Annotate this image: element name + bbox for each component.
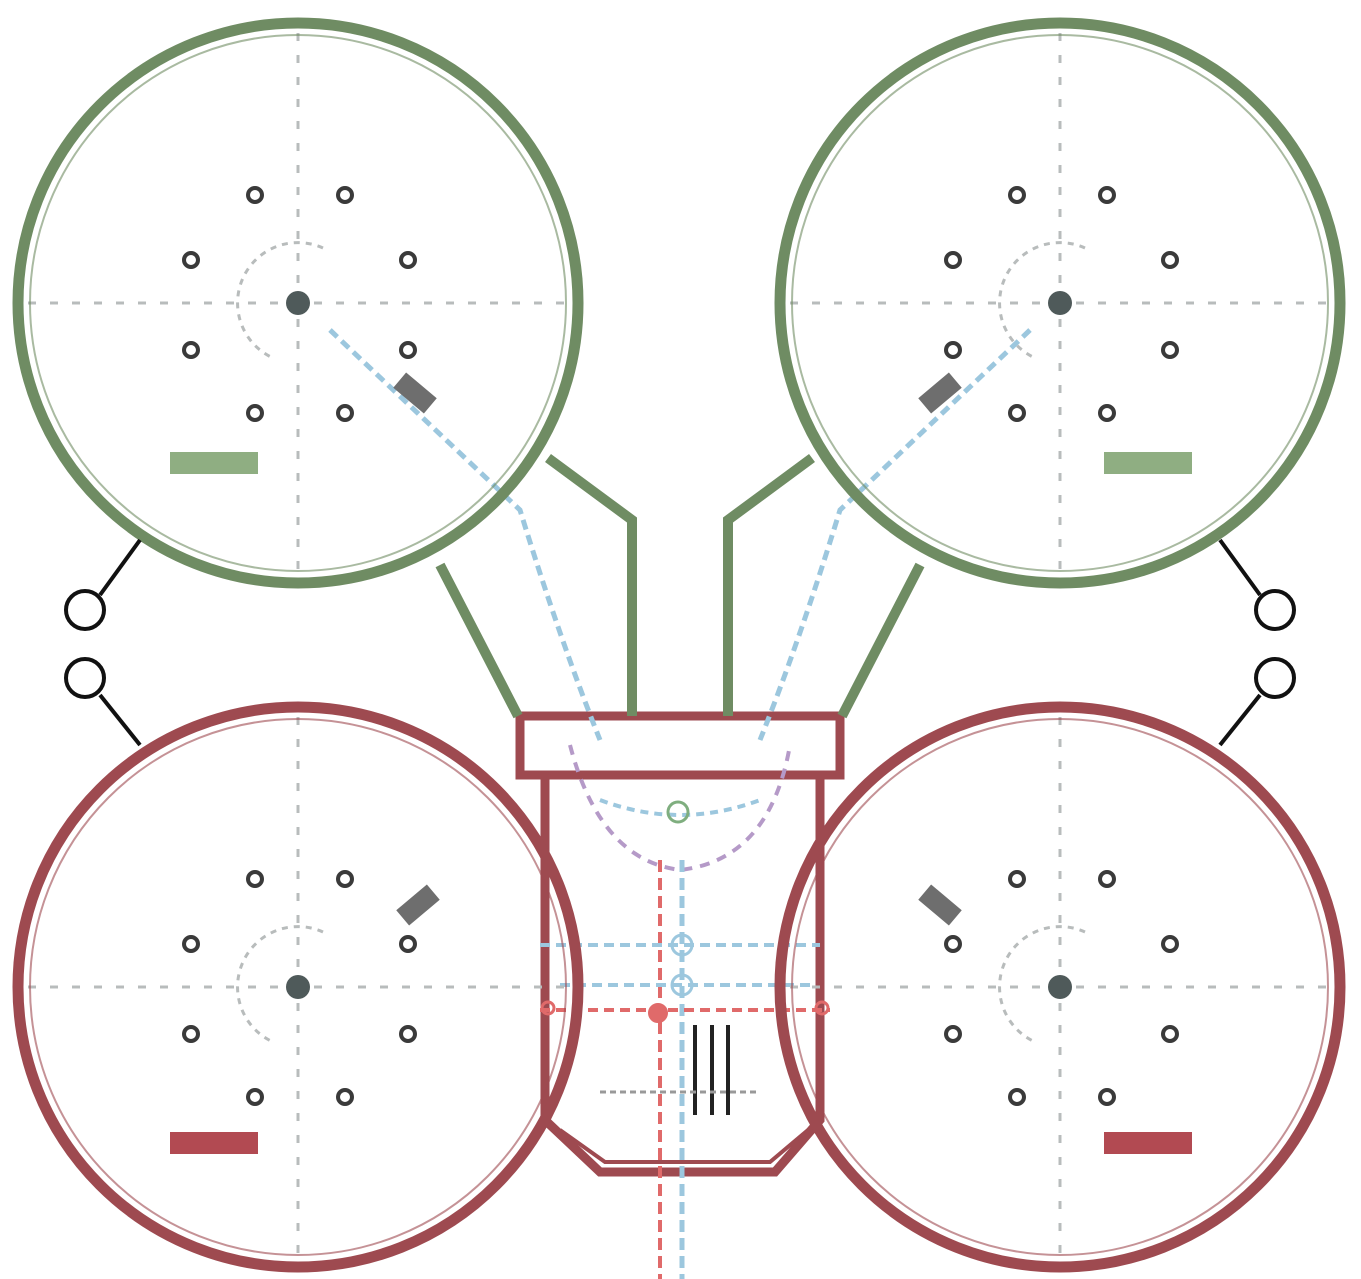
- rotor-ring-inner: [791, 34, 1329, 572]
- motor-hub: [1048, 975, 1072, 999]
- sensor-node-blue-1: [670, 933, 694, 957]
- mount-hole: [399, 1025, 417, 1043]
- body-bottom-edge: [558, 1128, 810, 1164]
- side-link: [98, 538, 142, 597]
- mount-hole: [336, 1088, 354, 1106]
- motor-hub: [286, 291, 310, 315]
- rotor-ring-outer: [12, 701, 584, 1273]
- mount-hole: [246, 870, 264, 888]
- mount-hole: [336, 870, 354, 888]
- mount-hole: [399, 935, 417, 953]
- connector-block: [600, 1025, 760, 1115]
- rotor-front-left: [12, 17, 584, 589]
- rotor-ring-outer: [12, 17, 584, 589]
- rotation-arc: [236, 241, 324, 360]
- mount-hole: [944, 341, 962, 359]
- esc-block: [396, 884, 440, 926]
- rotor-ring-outer: [774, 17, 1346, 589]
- body-outline: [540, 775, 825, 1177]
- side-connectors: [64, 538, 1296, 747]
- rotation-arc: [998, 241, 1086, 360]
- side-link: [1218, 693, 1262, 747]
- rotor-label-tag: [1104, 452, 1192, 474]
- rotor-rear-right: [774, 701, 1346, 1273]
- rotor-ring-inner: [29, 718, 567, 1256]
- body-top-plate: [515, 711, 845, 780]
- mount-hole: [399, 251, 417, 269]
- rotor-ring-outer: [774, 701, 1346, 1273]
- mount-hole: [1008, 186, 1026, 204]
- arm-right-outer: [837, 562, 925, 719]
- mount-hole: [1098, 1088, 1116, 1106]
- mount-hole: [1008, 1088, 1026, 1106]
- front-arms: [435, 453, 925, 719]
- esc-block: [918, 372, 962, 414]
- mount-hole: [1161, 1025, 1179, 1043]
- mount-hole: [1161, 341, 1179, 359]
- cable-front-right: [757, 328, 1032, 741]
- arm-right-inner: [723, 453, 815, 716]
- mount-hole: [1098, 870, 1116, 888]
- motor-hub: [286, 975, 310, 999]
- cable-routes: [328, 328, 1032, 1279]
- rotation-arc: [236, 925, 324, 1044]
- mount-hole: [182, 935, 200, 953]
- mount-hole: [246, 1088, 264, 1106]
- rotor-front-right: [774, 17, 1346, 589]
- mount-hole: [336, 186, 354, 204]
- side-connector-ring: [1254, 589, 1296, 631]
- side-connector-ring: [1254, 657, 1296, 699]
- rotor-label-tag: [170, 1132, 258, 1154]
- rotor-label-tag: [1104, 1132, 1192, 1154]
- mount-hole: [246, 186, 264, 204]
- mount-hole: [1008, 404, 1026, 422]
- rotor-rear-left: [12, 701, 584, 1273]
- bus-red-end-right: [814, 1000, 830, 1016]
- mount-hole: [944, 935, 962, 953]
- side-link: [98, 693, 142, 747]
- mount-hole: [399, 341, 417, 359]
- mount-hole: [182, 341, 200, 359]
- cable-front-left: [328, 328, 603, 741]
- sensor-node-blue-2: [670, 973, 694, 997]
- cable-harness-purple: [568, 744, 792, 873]
- mount-hole: [1098, 404, 1116, 422]
- arm-left-outer: [435, 562, 523, 719]
- mount-hole: [246, 404, 264, 422]
- motor-hub: [1048, 291, 1072, 315]
- mount-hole: [336, 404, 354, 422]
- side-link: [1218, 538, 1262, 597]
- rotor-ring-inner: [791, 718, 1329, 1256]
- mount-hole: [1161, 935, 1179, 953]
- sensor-node-red: [648, 1003, 668, 1023]
- mount-hole: [1161, 251, 1179, 269]
- bus-red-end-left: [540, 1000, 556, 1016]
- rotor-ring-inner: [29, 34, 567, 572]
- mount-hole: [1008, 870, 1026, 888]
- mount-hole: [182, 251, 200, 269]
- mount-hole: [182, 1025, 200, 1043]
- rotation-arc: [998, 925, 1086, 1044]
- mount-hole: [944, 251, 962, 269]
- side-connector-ring: [64, 657, 106, 699]
- side-connector-ring: [64, 589, 106, 631]
- cable-harness-blue: [599, 798, 761, 817]
- rotor-label-tag: [170, 452, 258, 474]
- sensor-node-green: [666, 800, 690, 824]
- central-body: [515, 711, 845, 1177]
- arm-left-inner: [545, 453, 637, 716]
- esc-block: [918, 884, 962, 926]
- mount-hole: [944, 1025, 962, 1043]
- esc-block: [393, 372, 437, 414]
- mount-hole: [1098, 186, 1116, 204]
